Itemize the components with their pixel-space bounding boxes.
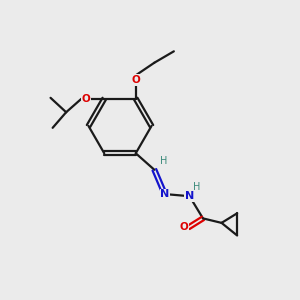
Text: O: O [81, 94, 90, 104]
Text: H: H [160, 156, 167, 167]
Text: N: N [185, 191, 194, 201]
Text: N: N [160, 189, 170, 200]
Text: O: O [180, 222, 189, 233]
Text: O: O [131, 75, 140, 85]
Text: H: H [193, 182, 201, 193]
